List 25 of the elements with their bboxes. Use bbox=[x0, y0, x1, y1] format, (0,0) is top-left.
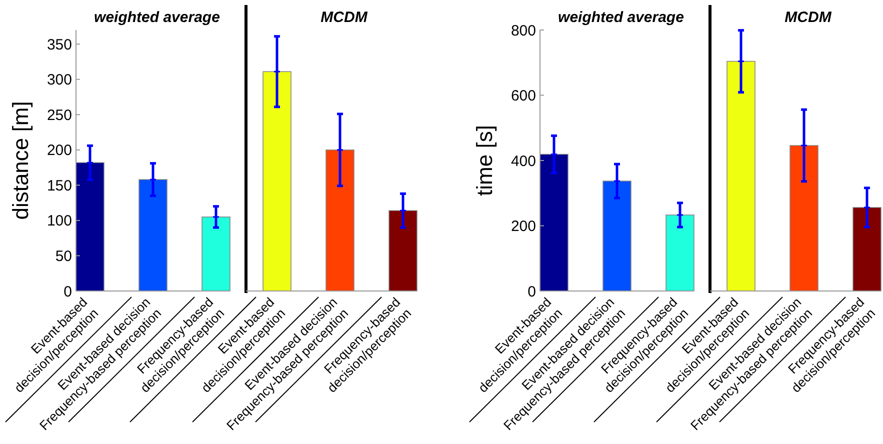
bar bbox=[202, 216, 230, 292]
y-axis-title: time [s] bbox=[472, 125, 497, 196]
y-tick-label: 800 bbox=[510, 22, 536, 40]
y-tick-label: 300 bbox=[46, 72, 72, 89]
bar bbox=[666, 214, 694, 292]
y-tick-label: 350 bbox=[46, 36, 72, 54]
bar bbox=[138, 179, 168, 292]
bar bbox=[540, 154, 568, 292]
chart-title: MCDM bbox=[784, 9, 832, 26]
y-tick-label: 0 bbox=[64, 283, 72, 300]
y-tick-label: 50 bbox=[55, 248, 72, 265]
y-tick-label: 200 bbox=[510, 218, 536, 235]
y-tick-label: 100 bbox=[46, 212, 72, 230]
y-tick-label: 600 bbox=[510, 88, 536, 104]
y-tick-label: 150 bbox=[46, 177, 72, 194]
chart-title: weighted average bbox=[94, 9, 220, 26]
y-tick-label: 200 bbox=[46, 142, 72, 160]
bar bbox=[602, 180, 632, 292]
chart-title: weighted average bbox=[558, 9, 684, 26]
chart-title: MCDM bbox=[320, 9, 368, 26]
bar bbox=[76, 162, 104, 292]
y-axis-title: distance [m] bbox=[8, 101, 33, 220]
y-tick-label: 400 bbox=[510, 152, 536, 170]
y-tick-label: 250 bbox=[46, 106, 72, 124]
y-tick-label: 0 bbox=[528, 283, 536, 300]
